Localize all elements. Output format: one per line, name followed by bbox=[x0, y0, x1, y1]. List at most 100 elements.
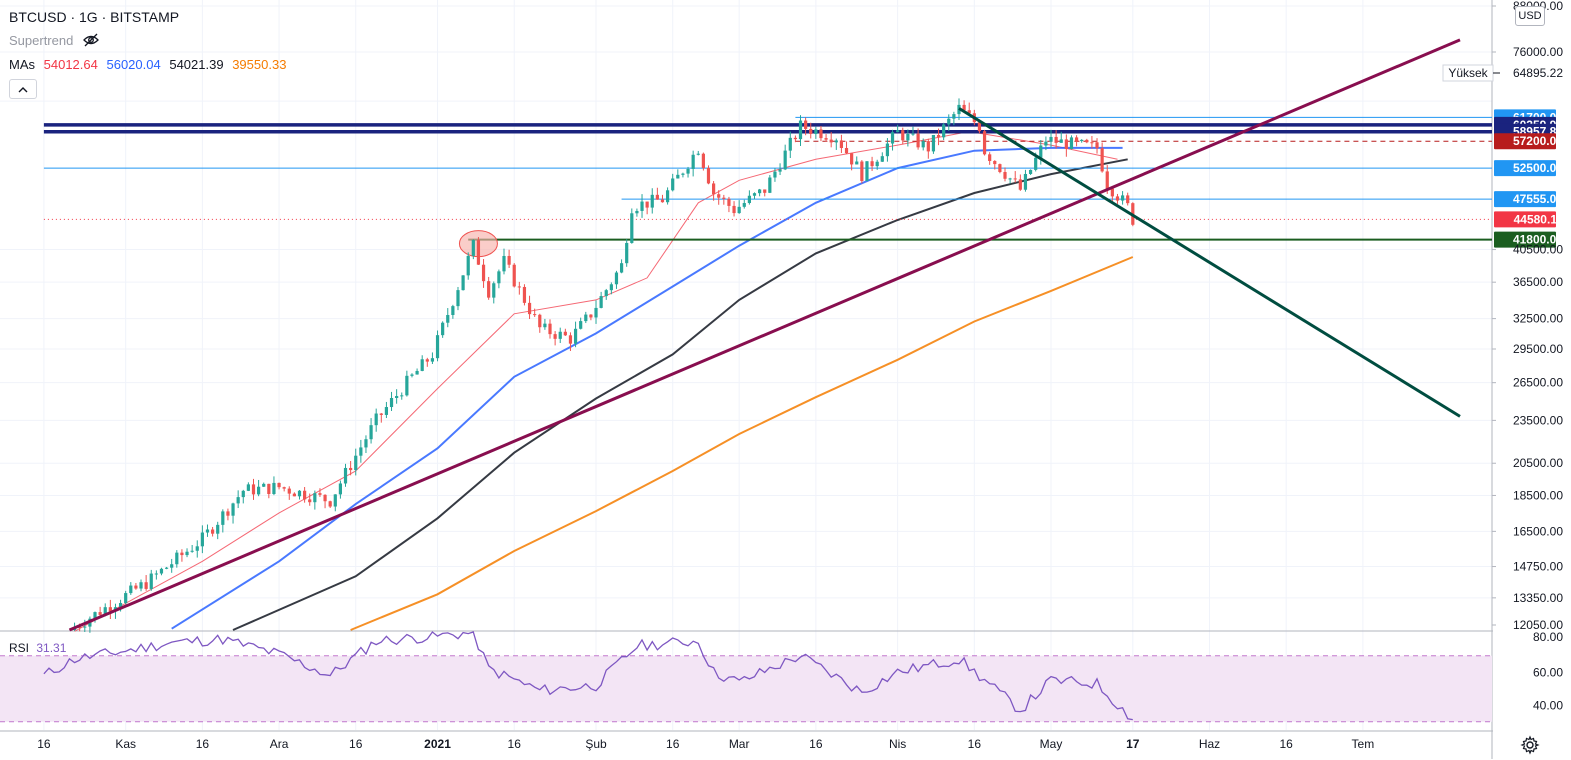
candle-body bbox=[522, 286, 527, 303]
candle-body bbox=[216, 524, 220, 534]
candle-body bbox=[190, 550, 194, 552]
candle-body bbox=[1120, 195, 1125, 201]
price-tag-label: 44580.11 bbox=[1514, 212, 1564, 226]
candle-body bbox=[783, 150, 787, 170]
time-tick-label: Şub bbox=[585, 737, 607, 751]
candle-body bbox=[1064, 139, 1068, 149]
ma-line-4 bbox=[350, 256, 1134, 631]
rsi-label: RSI bbox=[9, 641, 30, 655]
gear-icon[interactable] bbox=[1520, 735, 1540, 755]
candle-body bbox=[860, 161, 864, 182]
candle-body bbox=[548, 323, 552, 335]
candle-body bbox=[195, 546, 199, 551]
candle-body bbox=[717, 194, 721, 198]
symbol-header[interactable]: BTCUSD · 1G · BITSTAMP bbox=[9, 9, 179, 25]
price-tick-label: 29500.00 bbox=[1513, 342, 1563, 356]
candle-body bbox=[533, 314, 537, 316]
candle-body bbox=[563, 331, 567, 336]
eye-hidden-icon[interactable] bbox=[83, 33, 99, 50]
candle-body bbox=[384, 407, 389, 415]
collapse-legend-button[interactable] bbox=[9, 79, 37, 99]
candle-body bbox=[129, 585, 133, 594]
candle-body bbox=[977, 122, 982, 132]
candle-body bbox=[839, 140, 844, 148]
candle-body bbox=[998, 164, 1002, 173]
horizontal-levels[interactable] bbox=[43, 116, 1492, 258]
candle-body bbox=[349, 467, 353, 471]
candle-body bbox=[604, 290, 608, 297]
candle-body bbox=[175, 552, 179, 565]
candle-body bbox=[246, 484, 250, 491]
candle-body bbox=[614, 272, 619, 285]
rsi-tick-label: 80.00 bbox=[1533, 630, 1563, 644]
price-tag-bg bbox=[1494, 133, 1556, 150]
price-tag-bg bbox=[1494, 231, 1556, 248]
candle-body bbox=[308, 499, 312, 503]
candle-body bbox=[481, 264, 486, 282]
candle-body bbox=[333, 494, 337, 507]
candle-body bbox=[297, 490, 302, 497]
time-axis[interactable]: 16 Kas 16 Ara 16 2021 16 Şub 16 Mar 16 Nis 16 May 17 Ha… bbox=[37, 737, 1374, 751]
candle-body bbox=[379, 413, 383, 415]
time-tick-label: Haz bbox=[1199, 737, 1220, 751]
candle-body bbox=[257, 486, 261, 495]
trendlines[interactable] bbox=[68, 38, 1461, 632]
candle-body bbox=[1090, 142, 1094, 144]
candle-body bbox=[435, 335, 440, 359]
price-tick-label: 16500.00 bbox=[1513, 524, 1563, 538]
chevron-up-icon bbox=[18, 80, 28, 98]
ma-value-4: 39550.33 bbox=[232, 57, 287, 72]
candle-body bbox=[609, 284, 613, 291]
rsi-legend[interactable]: RSI 31.31 bbox=[9, 641, 66, 655]
candle-body bbox=[471, 240, 475, 256]
candle-body bbox=[619, 263, 624, 273]
candle-body bbox=[640, 201, 644, 211]
time-tick-label: 2021 bbox=[424, 737, 451, 751]
candle-body bbox=[441, 322, 445, 336]
candle-body bbox=[185, 551, 189, 556]
candle-body bbox=[118, 603, 123, 608]
mas-legend[interactable]: MAs 54012.64 56020.04 54021.39 39550.33 bbox=[9, 57, 286, 72]
time-tick-label: Tem bbox=[1352, 737, 1375, 751]
supertrend-legend[interactable]: Supertrend bbox=[9, 33, 99, 50]
trendline-2 bbox=[958, 107, 1461, 418]
candle-body bbox=[768, 177, 772, 193]
candle-body bbox=[1080, 139, 1084, 142]
candle-body bbox=[931, 134, 936, 152]
candle-body bbox=[1095, 142, 1099, 149]
candle-body bbox=[558, 331, 562, 339]
supertrend-label: Supertrend bbox=[9, 33, 74, 48]
time-tick-label: 16 bbox=[809, 737, 823, 751]
candle-body bbox=[584, 314, 588, 322]
price-tick-label: 26500.00 bbox=[1513, 376, 1563, 390]
candle-body bbox=[282, 487, 286, 489]
candle-body bbox=[1049, 136, 1053, 142]
candle-body bbox=[819, 129, 823, 139]
currency-button[interactable]: USD bbox=[1515, 6, 1545, 26]
symbol-name: BTCUSD bbox=[9, 9, 67, 25]
candle-body bbox=[354, 455, 358, 471]
candle-body bbox=[1028, 169, 1033, 174]
candle-body bbox=[701, 153, 705, 168]
separator: · bbox=[70, 9, 76, 25]
candle-body bbox=[405, 375, 409, 396]
candle-body bbox=[231, 503, 235, 516]
candle-body bbox=[1126, 195, 1130, 204]
price-axis[interactable]: 88000.0076000.0064895.2261700.0060259.93… bbox=[1442, 0, 1571, 759]
candle-body bbox=[870, 161, 874, 167]
candle-body bbox=[962, 104, 966, 111]
candle-body bbox=[722, 197, 726, 199]
candle-body bbox=[338, 483, 343, 495]
candle-body bbox=[742, 203, 746, 207]
candle-body bbox=[982, 131, 987, 155]
ma-value-3: 54021.39 bbox=[169, 57, 224, 72]
candle-body bbox=[1008, 178, 1012, 180]
separator: · bbox=[101, 9, 107, 25]
candle-body bbox=[108, 607, 112, 612]
time-tick-label: Ara bbox=[270, 737, 289, 751]
price-tick-label: 36500.00 bbox=[1513, 275, 1563, 289]
candle-body bbox=[343, 467, 348, 484]
candle-body bbox=[921, 141, 925, 148]
candle-body bbox=[758, 189, 762, 194]
